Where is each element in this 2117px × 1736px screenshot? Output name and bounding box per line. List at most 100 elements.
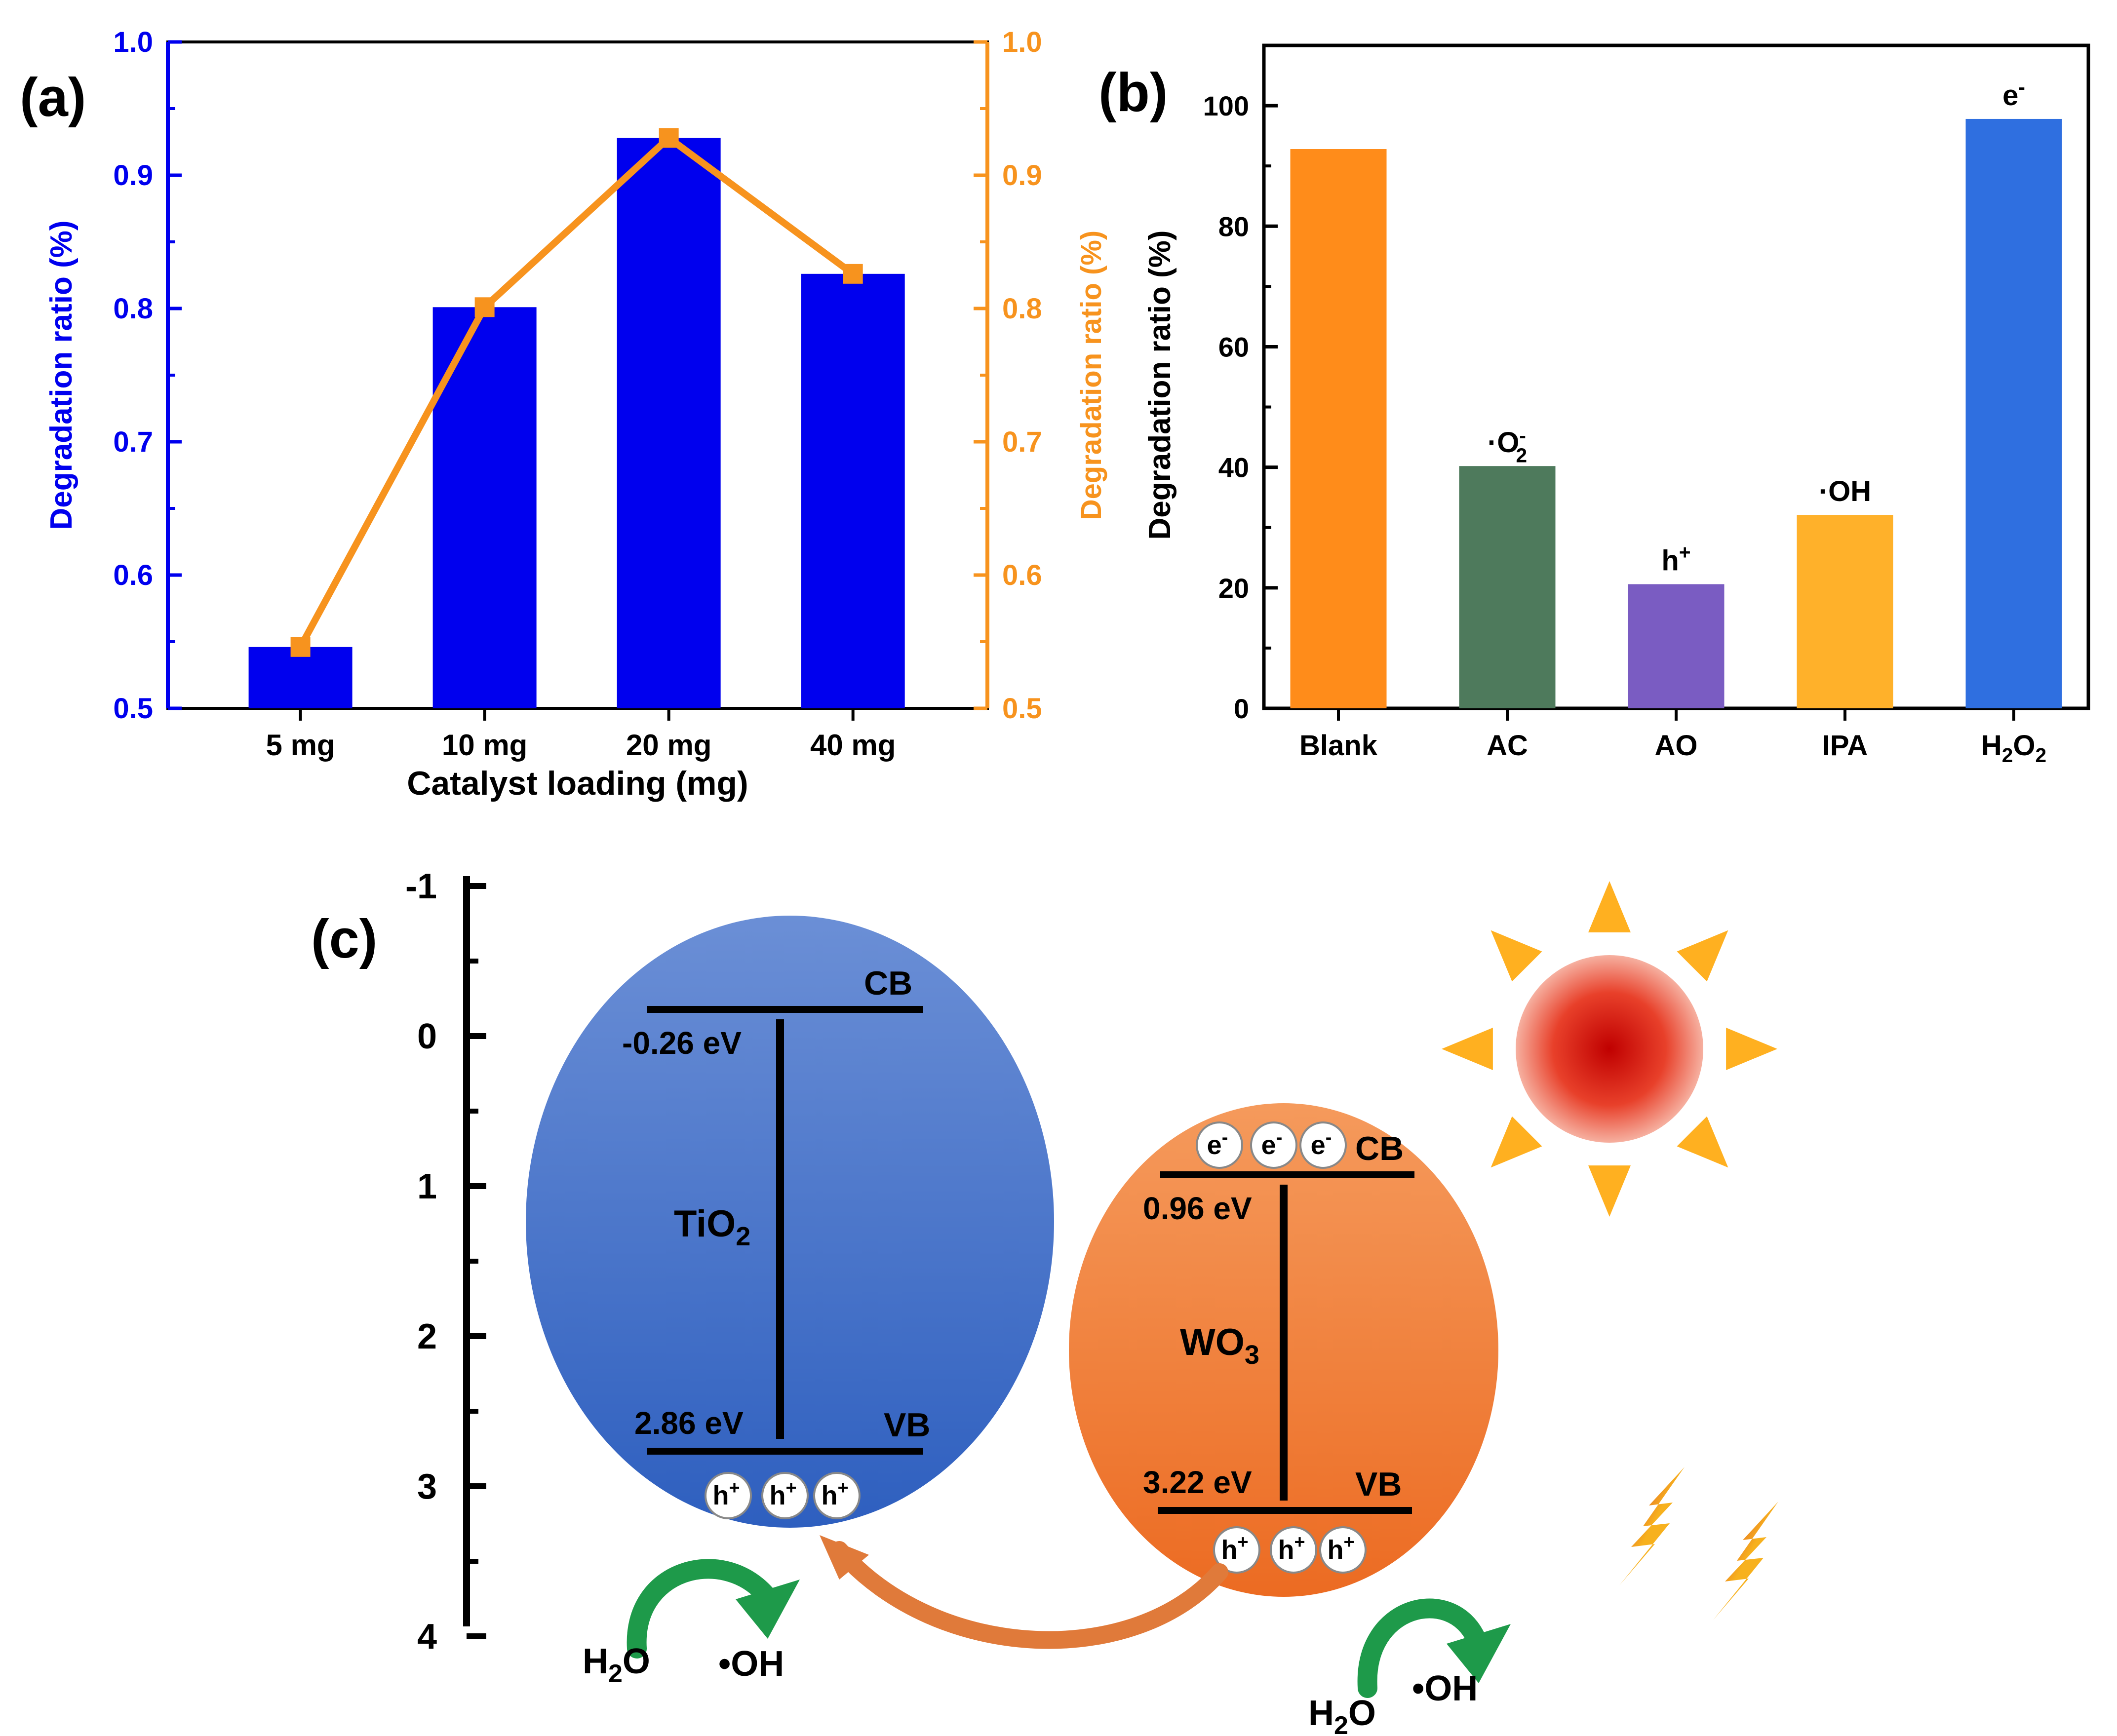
panel-a-marker-3 — [843, 264, 863, 284]
wo3-electrons-circle — [1299, 1121, 1347, 1169]
energy-axis-tick-label: 1 — [417, 1167, 437, 1206]
tio2-oxidation-arrowhead — [736, 1580, 800, 1639]
wo3-oxidation-arrow — [1357, 1598, 1486, 1698]
panel-b-y-ticks: 0 20 40 60 80 100 — [1203, 44, 1278, 724]
panel-b-ylabel: Degradation ratio (%) — [1143, 231, 1177, 540]
panel-a-label: (a) — [20, 67, 86, 128]
panel-a-series-line — [297, 133, 855, 649]
energy-axis-tick-label: 0 — [417, 1017, 437, 1056]
tio2-water-label-rest: O — [623, 1642, 650, 1681]
tio2-radical-label: •OH — [718, 1644, 784, 1684]
panel-b-x-tick-label: AC — [1487, 730, 1528, 762]
wo3-holes-circle — [1213, 1526, 1260, 1574]
panel-a-right-ticks: 0.5 0.6 0.7 0.8 0.9 1.0 — [974, 26, 1042, 725]
sun-ray-7 — [1490, 930, 1542, 982]
wo3-holes-symbol: h+ — [1278, 1532, 1305, 1565]
lightning-bolt-icon-1 — [1619, 1467, 1685, 1586]
hole-transfer-arrowhead — [820, 1535, 869, 1580]
energy-axis-tick-label: 3 — [417, 1467, 437, 1506]
wo3-water-label: H2O — [1308, 1694, 1376, 1736]
wo3-name-text: WO — [1180, 1321, 1245, 1363]
panel-b-y-tick-label: 20 — [1218, 573, 1249, 604]
wo3-holes: h+ h+ h+ — [1213, 1526, 1367, 1574]
tio2-holes-symbol: h+ — [712, 1477, 740, 1510]
panel-a-x-tick-label: 20 mg — [626, 729, 711, 762]
tio2-holes-symbol: h+ — [821, 1477, 848, 1510]
tio2-holes-circle — [813, 1472, 861, 1519]
tio2-holes-circle — [705, 1472, 752, 1519]
tio2-oxidation-arrow — [627, 1559, 775, 1659]
sun-ray-6 — [1442, 1028, 1493, 1070]
panel-a-right-tick-label: 1.0 — [1002, 26, 1042, 58]
panel-a-left-tick-label: 0.6 — [113, 559, 153, 591]
wo3-electrons-circle — [1196, 1121, 1243, 1169]
tio2-cb-label: CB — [864, 964, 912, 1002]
tio2-particle — [526, 916, 1054, 1528]
panel-b-y-tick-label: 80 — [1218, 211, 1249, 242]
panel-a-bar-0 — [248, 647, 353, 708]
wo3-electrons-circle — [1250, 1121, 1297, 1169]
wo3-oxidation-arrowhead — [1447, 1624, 1511, 1683]
panel-b-bars — [1290, 118, 2062, 709]
tio2-vb-energy: 2.86 eV — [634, 1405, 744, 1441]
tio2-holes-symbol: h+ — [769, 1477, 796, 1510]
panel-b-x-tick-label: H2O2 — [1981, 730, 2046, 767]
tio2-cb-energy: -0.26 eV — [622, 1025, 742, 1061]
tio2-water-text: H — [583, 1642, 608, 1681]
wo3-holes-circle — [1319, 1526, 1367, 1574]
wo3-holes-circle — [1270, 1526, 1317, 1574]
panel-a-right-tick-label: 0.8 — [1002, 293, 1042, 325]
sun-icon — [1442, 881, 1777, 1217]
panel-b-annotation-2: h+ — [1661, 540, 1690, 577]
panel-a-x-ticks: 5 mg 10 mg 20 mg 40 mg — [266, 708, 896, 762]
panel-b-bar-ao — [1628, 584, 1725, 708]
panel-a: (a) 0.5 0.6 0.7 0.8 0.9 1.0 0.5 0.6 0.7 0.8 0.9 1.… — [20, 26, 1107, 802]
wo3-water-label-subscript: 2 — [1334, 1711, 1348, 1736]
panel-a-left-tick-label: 0.5 — [113, 693, 153, 725]
wo3-holes-symbol: h+ — [1221, 1532, 1248, 1565]
panel-b-annotation-3: ·OH — [1819, 475, 1871, 507]
panel-b-annotations: ·O-2 h+ ·OH e- — [1488, 76, 2025, 577]
wo3-electrons-symbol: e- — [1261, 1127, 1283, 1160]
panel-a-right-tick-label: 0.9 — [1002, 159, 1042, 192]
energy-axis-tick-label: 2 — [417, 1317, 437, 1356]
panel-a-marker-1 — [474, 297, 495, 317]
wo3-electrons: e-e-e- — [1196, 1121, 1347, 1169]
tio2-holes-circle — [761, 1472, 809, 1519]
sun-ray-2 — [1726, 1028, 1777, 1070]
panel-b-y-tick-label: 40 — [1218, 452, 1249, 483]
wo3-water-text: H — [1308, 1694, 1334, 1733]
tio2-holes: h+ h+ h+ — [705, 1472, 861, 1519]
panel-a-x-tick-label: 10 mg — [442, 729, 527, 762]
panel-a-xlabel: Catalyst loading (mg) — [407, 765, 748, 802]
wo3-name-subscript: 3 — [1245, 1340, 1259, 1370]
panel-a-left-tick-label: 0.8 — [113, 293, 153, 325]
sun-ray-5 — [1490, 1116, 1542, 1168]
panel-b-y-tick-label: 60 — [1218, 331, 1249, 362]
wo3-name: WO3 — [1180, 1321, 1259, 1370]
panel-a-left-tick-label: 1.0 — [113, 26, 153, 58]
panel-a-left-tick-label: 0.7 — [113, 426, 153, 458]
wo3-cb-energy: 0.96 eV — [1143, 1191, 1252, 1226]
panel-a-left-tick-label: 0.9 — [113, 159, 153, 192]
panel-a-x-tick-label: 40 mg — [810, 729, 896, 762]
panel-b-label: (b) — [1098, 62, 1168, 123]
panel-b-x-tick-label: Blank — [1299, 730, 1378, 762]
sun-core — [1516, 955, 1703, 1143]
panel-a-left-ticks: 0.5 0.6 0.7 0.8 0.9 1.0 — [113, 26, 182, 725]
panel-b: (b) 0 20 40 60 80 100 Blank AC AO IPA H2O2 ·O-2 h+… — [1098, 43, 2090, 767]
sun-ray-1 — [1677, 930, 1728, 982]
panel-a-marker-2 — [659, 128, 679, 148]
wo3-holes-symbol: h+ — [1327, 1532, 1354, 1565]
panel-b-y-tick-label: 0 — [1234, 693, 1249, 724]
panel-a-x-tick-label: 5 mg — [266, 729, 335, 762]
tio2-name-subscript: 2 — [736, 1222, 750, 1251]
tio2-name: TiO2 — [674, 1203, 750, 1251]
panel-a-ylabel-left: Degradation ratio (%) — [44, 221, 78, 530]
energy-axis-ticks: -1 0 1 2 3 4 — [405, 867, 486, 1657]
wo3-vb-label: VB — [1355, 1466, 1402, 1503]
tio2-water-label-subscript: 2 — [608, 1659, 623, 1688]
panel-a-line — [290, 128, 863, 657]
